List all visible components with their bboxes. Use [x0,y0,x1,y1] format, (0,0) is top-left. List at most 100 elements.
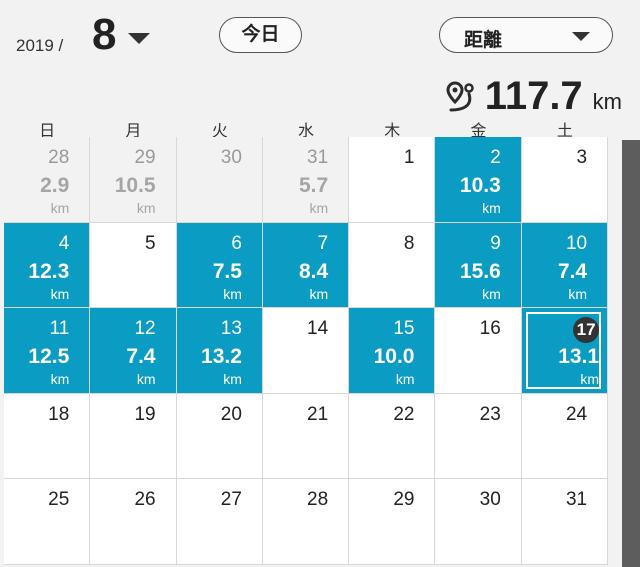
day-cell[interactable]: 14 [262,308,350,394]
day-cell[interactable]: 26 [90,479,177,565]
weekday-sat: 土 [556,123,573,140]
day-cell[interactable]: 18 [4,393,91,479]
day-number: 19 [134,403,156,425]
day-cell[interactable]: 15 10.0 km [349,308,436,394]
day-distance-unit: km [580,371,600,387]
day-distance-value: 10.0 [373,345,415,368]
day-cell[interactable]: 6 7.5 km [176,222,263,308]
day-distance-value: 15.6 [459,259,501,283]
year-label: 2019 / [16,36,64,55]
day-distance-value: 8.4 [298,259,329,283]
weekday-tue: 火 [211,123,228,140]
day-number: 1 [403,147,415,168]
day-cell[interactable]: 23 [435,393,522,479]
day-number: 8 [403,232,415,254]
day-distance-value: 12.5 [28,345,70,368]
day-cell[interactable]: 31 5.7 km [262,137,350,223]
day-distance-value: 10.5 [114,174,156,197]
day-distance-unit: km [223,285,242,302]
day-cell[interactable]: 21 [262,393,350,479]
day-number: 9 [490,232,501,254]
metric-dropdown[interactable]: 距離 [439,17,613,53]
day-cell[interactable]: 28 [262,479,350,565]
day-distance-unit: km [50,285,70,302]
day-cell[interactable]: 31 [521,479,609,565]
day-cell[interactable]: 11 12.5 km [4,308,91,394]
today-button[interactable]: 今日 [219,17,302,53]
day-distance-unit: km [50,200,70,216]
day-cell[interactable]: 8 [349,222,436,308]
day-distance-unit: km [482,285,501,302]
total-distance-unit: km [592,89,622,114]
day-cell[interactable]: 4 12.3 km [4,222,91,308]
day-cell[interactable]: 25 [4,479,91,565]
day-distance-value: 13.2 [201,345,242,368]
day-number: 11 [49,318,70,339]
day-cell[interactable]: 12 7.4 km [90,308,177,394]
day-distance-unit: km [395,371,415,387]
day-cell[interactable]: 30 [435,479,522,565]
day-cell[interactable]: 29 10.5 km [90,137,177,223]
day-distance-unit: km [223,371,242,387]
day-number: 29 [393,489,415,510]
calendar-header: 2019 / 8 今日 距離 [0,0,640,70]
monthly-total: 117.7 km [443,74,622,119]
day-cell[interactable]: 27 [176,479,263,565]
day-cell[interactable]: 10 7.4 km [521,222,609,308]
day-cell[interactable]: 2 10.3 km [435,137,522,223]
day-cell[interactable]: 16 [435,308,522,394]
day-distance-unit: km [568,285,588,302]
day-number: 18 [48,403,70,425]
scrollbar[interactable] [622,140,640,567]
day-cell[interactable]: 5 [90,222,177,308]
day-number: 22 [393,403,415,425]
day-cell[interactable]: 3 [521,137,609,223]
total-distance-value: 117.7 [484,74,583,118]
day-cell[interactable]: 17 13.1 km [521,308,609,394]
day-number: 27 [220,489,242,510]
metric-dropdown-value: 距離 [464,30,503,51]
day-cell[interactable]: 19 [90,393,177,479]
day-number: 30 [220,147,242,168]
day-cell[interactable]: 22 [349,393,436,479]
day-distance-unit: km [136,200,156,216]
day-cell[interactable]: 13 13.2 km [176,308,263,394]
day-number: 16 [479,318,501,339]
weekday-header: 日 月 火 水 木 金 土 [4,117,608,140]
day-number: 21 [307,403,329,425]
weekday-thu: 木 [384,123,401,140]
day-number: 4 [58,232,70,254]
day-number: 30 [479,489,501,510]
day-distance-value: 7.4 [126,345,156,368]
day-cell[interactable]: 20 [176,393,263,479]
day-distance-unit: km [309,200,329,216]
day-cell[interactable]: 1 [349,137,436,223]
day-distance-value: 13.1 [558,345,600,368]
day-number: 6 [231,232,242,254]
weekday-sun: 日 [39,123,56,140]
day-number: 3 [576,147,588,168]
day-distance-unit: km [482,200,501,216]
day-cell[interactable]: 7 8.4 km [262,222,350,308]
day-number: 29 [134,147,156,168]
day-cell[interactable]: 24 [521,393,609,479]
caret-down-icon [572,32,590,41]
route-pin-icon [446,81,474,111]
day-distance-value: 5.7 [298,174,329,197]
day-cell[interactable]: 30 [176,137,263,223]
month-picker[interactable]: 8 [92,10,151,59]
day-number: 26 [134,489,156,510]
day-number: 14 [307,318,329,339]
day-cell[interactable]: 28 2.9 km [4,137,91,223]
day-cell[interactable]: 29 [349,479,436,565]
day-number: 31 [565,489,588,510]
day-number: 24 [565,403,588,425]
day-number: 7 [317,232,329,254]
day-cell[interactable]: 9 15.6 km [435,222,522,308]
day-number: 13 [220,318,242,339]
day-number: 15 [393,318,415,339]
day-number: 28 [48,147,70,168]
day-number: 25 [48,489,70,510]
day-number: 20 [220,403,242,425]
day-number: 5 [145,232,156,254]
